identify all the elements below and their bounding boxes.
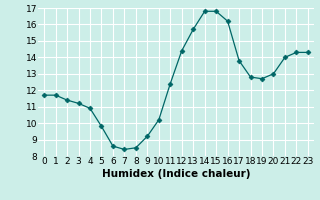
X-axis label: Humidex (Indice chaleur): Humidex (Indice chaleur) <box>102 169 250 179</box>
